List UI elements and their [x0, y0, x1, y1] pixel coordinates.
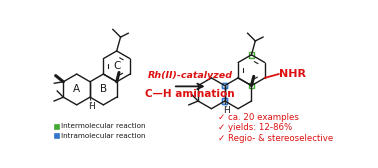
Text: ✓ Regio- & stereoselective: ✓ Regio- & stereoselective	[218, 134, 333, 143]
Text: C: C	[113, 61, 120, 71]
Text: Intramolecular reaction: Intramolecular reaction	[60, 133, 145, 139]
Text: Intermolecular reaction: Intermolecular reaction	[60, 123, 145, 129]
Text: C—H amination: C—H amination	[146, 89, 235, 99]
FancyBboxPatch shape	[54, 124, 59, 129]
Text: H: H	[223, 106, 230, 115]
Text: ✓ yields: 12-86%: ✓ yields: 12-86%	[218, 123, 292, 132]
Text: A: A	[73, 85, 80, 94]
Text: B: B	[100, 85, 107, 94]
FancyBboxPatch shape	[54, 133, 59, 138]
Text: Rh(II)-catalyzed: Rh(II)-catalyzed	[148, 71, 233, 80]
Text: ✓ ca. 20 examples: ✓ ca. 20 examples	[218, 113, 299, 122]
Text: NHR: NHR	[279, 69, 307, 79]
Text: H: H	[88, 102, 95, 111]
